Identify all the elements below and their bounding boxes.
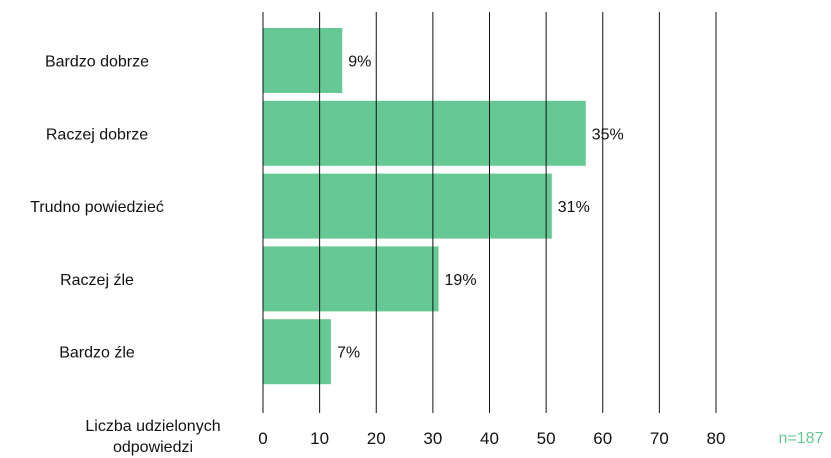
category-label-4: Bardzo źle [59,345,135,362]
x-tick-label-5: 50 [537,429,556,448]
value-label-4: 7% [337,345,360,362]
x-axis-title-line-1: Liczba udzielonych [85,418,220,435]
bar-2 [263,173,552,239]
value-label-2: 31% [558,199,590,216]
x-tick-label-8: 80 [707,429,726,448]
x-tick-label-7: 70 [650,429,669,448]
x-tick-label-6: 60 [593,429,612,448]
x-tick-label-0: 0 [258,429,267,448]
x-tick-label-1: 10 [310,429,329,448]
bar-1 [263,100,586,166]
gridlines [262,12,717,413]
x-tick-label-2: 20 [367,429,386,448]
value-labels: 9% 35% 31% 19% 7% [337,54,624,362]
category-label-1: Raczej dobrze [46,126,148,143]
bars [263,28,586,385]
x-axis-title-line-2: odpowiedzi [113,439,193,456]
x-tick-label-4: 40 [480,429,499,448]
x-tick-label-3: 30 [423,429,442,448]
category-label-0: Bardzo dobrze [45,54,149,71]
x-tick-labels: 0 10 20 30 40 50 60 70 80 [258,429,725,448]
value-label-1: 35% [592,126,624,143]
bar-4 [263,319,331,385]
category-label-3: Raczej źle [60,272,134,289]
value-label-3: 19% [445,272,477,289]
bar-0 [263,28,343,93]
value-label-0: 9% [348,54,371,71]
bar-3 [263,246,439,312]
sample-size-note: n=187 [779,430,824,447]
category-label-2: Trudno powiedzieć [30,199,164,216]
category-labels: Bardzo dobrze Raczej dobrze Trudno powiedz… [30,54,164,362]
